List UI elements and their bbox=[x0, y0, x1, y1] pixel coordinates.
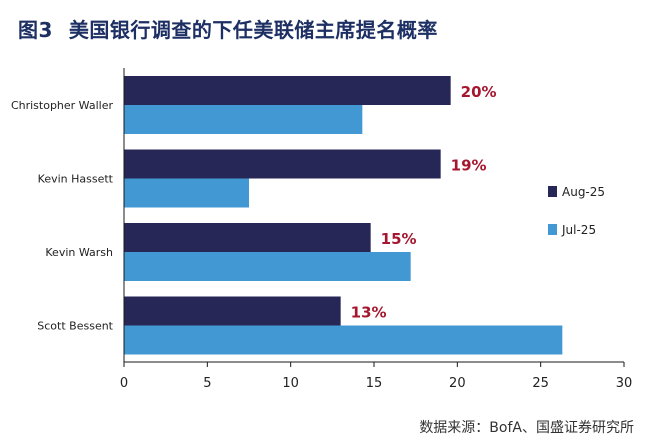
bar-jul-25-scott-bessent bbox=[124, 325, 563, 355]
value-label-kevin-warsh: 15% bbox=[381, 230, 417, 248]
value-label-christopher-waller: 20% bbox=[461, 83, 497, 101]
bar-jul-25-christopher-waller bbox=[124, 105, 363, 134]
x-tick-label-25: 25 bbox=[532, 376, 549, 391]
value-label-kevin-hassett: 19% bbox=[451, 157, 487, 175]
bar-aug-25-scott-bessent bbox=[124, 296, 341, 326]
bar-jul-25-kevin-hassett bbox=[124, 178, 249, 208]
bar-chart: 20% Christopher Waller 19% Kevin Hassett 15%… bbox=[11, 68, 633, 391]
legend-label-aug-25: Aug-25 bbox=[562, 185, 605, 199]
legend-swatch-jul-25 bbox=[548, 224, 557, 235]
x-tick-label-15: 15 bbox=[366, 376, 383, 391]
source-note: 数据来源：BofA、国盛证券研究所 bbox=[419, 420, 634, 436]
title-text: 美国银行调查的下任美联储主席提名概率 bbox=[68, 18, 438, 42]
category-label-scott-bessent: Scott Bessent bbox=[37, 319, 113, 332]
legend-swatch-aug-25 bbox=[548, 186, 557, 197]
x-tick-label-0: 0 bbox=[120, 376, 128, 391]
bar-aug-25-christopher-waller bbox=[124, 76, 451, 105]
figure-label: 图3 bbox=[18, 18, 53, 42]
x-tick-label-30: 30 bbox=[616, 376, 633, 391]
category-label-christopher-waller: Christopher Waller bbox=[11, 99, 114, 112]
bar-aug-25-kevin-hassett bbox=[124, 149, 441, 179]
x-tick-label-20: 20 bbox=[449, 376, 466, 391]
legend-label-jul-25: Jul-25 bbox=[561, 223, 596, 237]
bar-aug-25-kevin-warsh bbox=[124, 223, 371, 252]
chart-title: 图3 美国银行调查的下任美联储主席提名概率 bbox=[18, 14, 438, 43]
category-label-kevin-warsh: Kevin Warsh bbox=[45, 246, 113, 259]
bar-jul-25-kevin-warsh bbox=[124, 252, 411, 281]
x-tick-label-5: 5 bbox=[203, 376, 211, 391]
category-label-kevin-hassett: Kevin Hassett bbox=[38, 172, 114, 185]
value-label-scott-bessent: 13% bbox=[351, 304, 387, 322]
x-tick-label-10: 10 bbox=[282, 376, 299, 391]
